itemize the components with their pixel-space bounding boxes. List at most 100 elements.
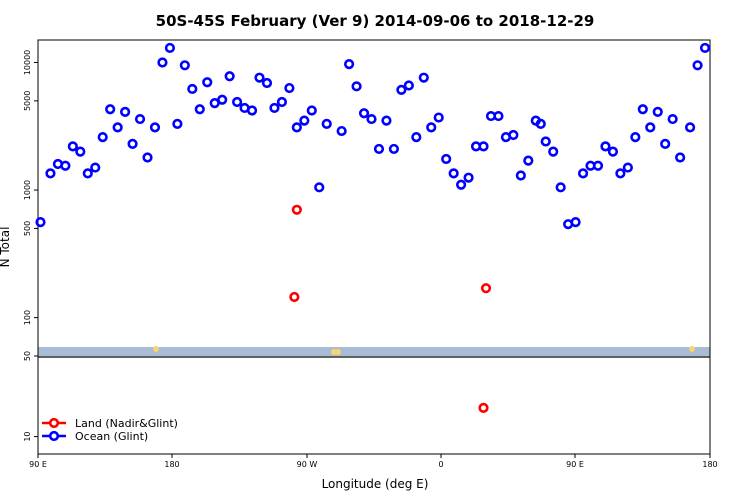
data-point <box>254 72 265 83</box>
data-point <box>269 102 280 114</box>
data-point <box>366 113 377 125</box>
data-point <box>291 204 302 215</box>
data-point <box>127 138 138 149</box>
data-point <box>577 168 589 179</box>
x-tick-label: 90 W <box>297 460 318 469</box>
data-point <box>306 105 317 116</box>
data-point <box>157 57 168 68</box>
band-marker <box>335 349 341 355</box>
data-point <box>418 72 429 83</box>
data-point <box>403 80 414 91</box>
data-point <box>284 82 295 94</box>
y-tick-label: 5000 <box>23 91 32 111</box>
data-point <box>224 71 235 82</box>
data-point <box>142 152 153 163</box>
y-tick-label: 100 <box>23 310 32 325</box>
data-point <box>493 110 504 122</box>
data-point <box>396 84 407 95</box>
legend-marker <box>48 430 60 442</box>
data-point <box>276 96 288 108</box>
data-point <box>652 106 663 117</box>
data-point <box>426 122 437 133</box>
x-tick-label: 180 <box>702 460 717 469</box>
data-point <box>660 138 671 149</box>
data-point <box>179 60 190 71</box>
data-point <box>202 77 213 88</box>
data-point <box>105 104 116 115</box>
data-point <box>97 131 108 143</box>
legend-label: Land (Nadir&Glint) <box>75 417 178 430</box>
data-point <box>90 162 101 173</box>
data-point <box>675 152 686 163</box>
x-tick-label: 90 E <box>566 460 584 469</box>
x-axis-label: Longitude (deg E) <box>322 477 429 491</box>
band-marker <box>153 346 159 352</box>
data-point <box>463 172 474 183</box>
data-point <box>692 60 703 71</box>
data-point <box>261 77 273 89</box>
data-point <box>637 104 648 115</box>
y-tick-label: 1000 <box>23 180 32 200</box>
data-point <box>172 118 183 129</box>
data-point <box>164 42 176 54</box>
data-point <box>448 168 459 179</box>
data-point <box>433 112 444 123</box>
separator-band <box>38 347 710 356</box>
data-point <box>381 115 392 126</box>
data-point <box>388 143 400 155</box>
data-point <box>314 182 325 193</box>
data-point <box>699 42 711 54</box>
data-point <box>540 136 551 147</box>
legend-marker <box>48 417 60 429</box>
data-point <box>358 108 370 119</box>
data-point <box>246 105 258 116</box>
data-point <box>645 122 656 133</box>
x-tick-label: 0 <box>438 460 443 469</box>
data-point <box>299 115 310 126</box>
data-point <box>289 291 300 303</box>
data-point <box>321 118 332 129</box>
x-tick-label: 180 <box>164 460 179 469</box>
data-point <box>555 182 566 193</box>
data-point <box>508 129 519 141</box>
plot-frame <box>37 39 711 455</box>
data-point <box>187 83 198 95</box>
data-point <box>622 162 633 173</box>
data-point <box>592 160 604 171</box>
data-point <box>515 170 526 181</box>
y-tick-label: 50 <box>23 351 32 361</box>
data-point <box>60 160 71 171</box>
data-point <box>217 94 228 105</box>
y-tick-label: 500 <box>23 221 32 236</box>
data-point <box>523 155 534 166</box>
legend-label: Ocean (Glint) <box>75 430 148 443</box>
y-axis-label: N Total <box>0 227 12 268</box>
data-point <box>35 217 46 228</box>
data-point <box>478 402 489 413</box>
data-point <box>82 168 93 179</box>
y-tick-label: 10 <box>23 431 32 441</box>
chart-title: 50S-45S February (Ver 9) 2014-09-06 to 2… <box>156 12 595 30</box>
x-tick-label: 90 E <box>29 460 47 469</box>
data-point <box>607 146 619 157</box>
data-point <box>480 283 492 294</box>
data-point <box>75 146 86 157</box>
data-point <box>291 122 302 133</box>
data-point <box>149 122 161 133</box>
data-point <box>373 143 385 155</box>
data-point <box>232 96 243 108</box>
data-point <box>351 81 362 92</box>
band-marker <box>689 346 695 352</box>
y-tick-label: 10000 <box>23 50 32 75</box>
data-point <box>67 141 78 152</box>
data-point <box>344 59 355 70</box>
data-point <box>120 106 131 117</box>
data-point <box>600 141 611 152</box>
data-point <box>134 113 146 125</box>
data-point <box>684 122 696 133</box>
data-point <box>456 179 467 190</box>
data-point <box>570 217 581 228</box>
data-point <box>112 122 123 133</box>
data-point <box>548 146 559 157</box>
